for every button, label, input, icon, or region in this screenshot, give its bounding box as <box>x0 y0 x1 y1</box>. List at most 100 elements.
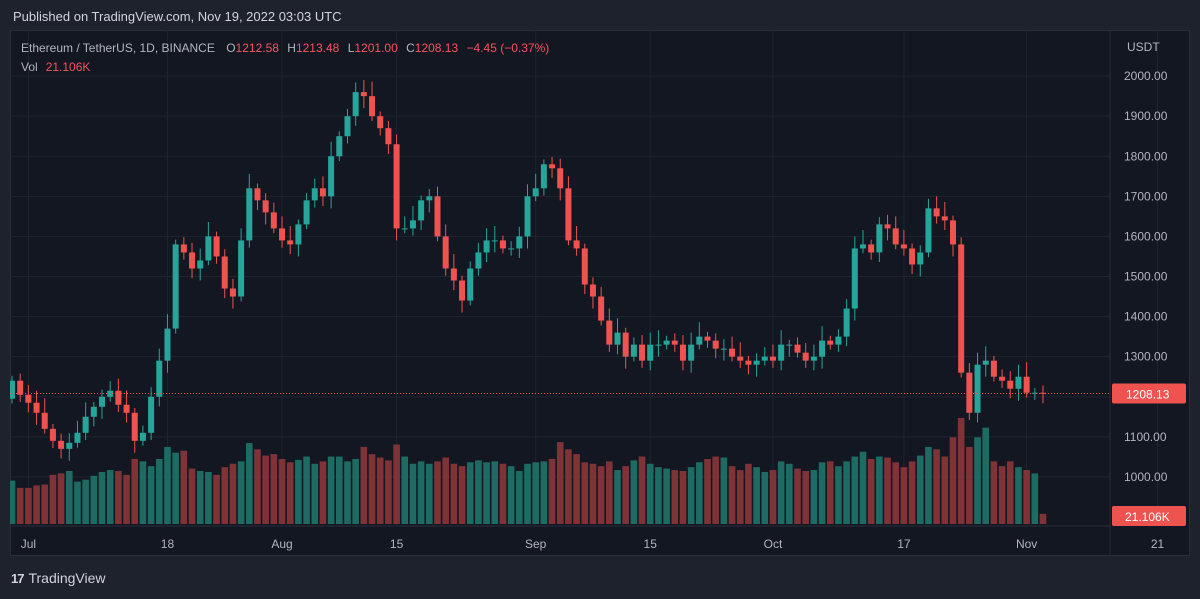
candle-body <box>606 320 613 345</box>
volume-badge-text: 21.106K <box>1125 510 1170 524</box>
candle-body <box>426 196 433 201</box>
low-value: 1201.00 <box>354 41 398 55</box>
volume-bar <box>221 467 229 524</box>
volume-bar <box>867 458 875 524</box>
candle-body <box>712 340 719 349</box>
candle-body <box>720 348 727 350</box>
volume-bar <box>442 457 449 524</box>
candle-body <box>352 92 359 117</box>
candle-body <box>900 244 907 249</box>
time-tick-label: Sep <box>525 537 547 551</box>
time-tick-label: 17 <box>897 537 911 551</box>
candle-body <box>115 390 122 405</box>
volume-bar <box>679 471 687 524</box>
candle-body <box>99 396 106 407</box>
volume-bar <box>753 467 760 524</box>
candle-body <box>401 228 408 230</box>
volume-bar <box>115 471 122 524</box>
time-tick-label: Oct <box>764 537 783 551</box>
candle-body <box>279 228 286 241</box>
ohlc-legend: Ethereum / TetherUS, 1D, BINANCE O1212.5… <box>21 41 554 55</box>
volume-bar <box>483 462 490 524</box>
volume-bar <box>786 463 793 524</box>
candle-body <box>508 248 515 250</box>
candle-body <box>369 96 376 117</box>
candle-body <box>917 252 924 265</box>
candle-body <box>123 404 130 413</box>
tradingview-logo[interactable]: 17 TradingView <box>11 570 106 586</box>
volume-bar <box>295 459 302 524</box>
candle-body <box>450 268 457 281</box>
price-axis-currency: USDT <box>1127 40 1160 54</box>
volume-bar <box>704 458 711 524</box>
candle-body <box>131 412 138 441</box>
open-value: 1212.58 <box>235 41 279 55</box>
volume-bar <box>835 466 842 524</box>
candle-body <box>467 268 474 301</box>
candlestick-chart[interactable]: 2000.00 1900.00 1800.00 1700.00 1600.00 1500.… <box>10 30 1190 556</box>
volume-bar <box>892 462 900 524</box>
volume-bar <box>556 442 564 524</box>
volume-bar <box>336 456 343 524</box>
price-tick-label: 1500.00 <box>1124 269 1168 283</box>
candle-body <box>499 240 506 249</box>
volume-bar <box>74 481 81 524</box>
candle-body <box>344 116 351 137</box>
volume-bar <box>319 461 327 524</box>
volume-bar <box>393 444 400 524</box>
candle-body <box>180 244 187 253</box>
volume-bar <box>540 461 548 524</box>
candle-body <box>549 164 556 169</box>
volume-bar <box>671 470 679 524</box>
candle-body <box>1031 392 1038 394</box>
volume-bar <box>646 463 654 524</box>
volume-bar <box>916 455 924 524</box>
volume-value: 21.106K <box>45 60 91 74</box>
volume-bar <box>270 454 278 524</box>
symbol-title[interactable]: Ethereum / TetherUS, 1D, BINANCE <box>21 41 215 55</box>
volume-bar <box>933 449 940 524</box>
candle-body <box>958 244 965 373</box>
candle-body <box>385 128 392 145</box>
volume-bar <box>614 470 621 524</box>
volume-bar <box>155 458 163 524</box>
candle-body <box>189 252 196 269</box>
volume-bar <box>818 462 826 524</box>
candle-body <box>409 220 416 229</box>
volume-bar <box>278 458 286 524</box>
volume-bar <box>57 473 65 524</box>
candle-body <box>835 336 842 345</box>
volume-bar <box>90 475 98 524</box>
price-tick-label: 1800.00 <box>1124 149 1168 163</box>
volume-bar <box>401 456 409 524</box>
volume-bar <box>843 461 850 524</box>
candle-body <box>868 244 875 253</box>
volume-bar <box>925 446 932 524</box>
candle-body <box>418 200 425 221</box>
volume-badge <box>1112 506 1186 526</box>
low-label: L <box>347 41 355 55</box>
price-tick-label: 1000.00 <box>1124 470 1168 484</box>
volume-bar <box>434 461 441 524</box>
volume-bar <box>982 427 990 524</box>
volume-bar <box>1039 513 1047 524</box>
candle-body <box>589 284 596 297</box>
volume-bar <box>327 456 335 524</box>
volume-bar <box>876 456 883 524</box>
volume-bar <box>630 460 638 524</box>
volume-bar <box>532 462 539 524</box>
volume-bar <box>376 457 384 524</box>
volume-bar <box>426 463 433 524</box>
candle-body <box>172 244 179 329</box>
candle-body <box>58 440 65 449</box>
volume-bar <box>254 449 261 524</box>
candle-body <box>434 196 441 237</box>
candle-body <box>974 364 981 413</box>
last-price-badge <box>1112 383 1186 404</box>
volume-bar <box>794 468 801 524</box>
candle-body <box>745 360 752 365</box>
volume-bar <box>589 463 597 524</box>
candle-body <box>17 380 24 395</box>
candle-body <box>696 336 703 345</box>
time-tick-label: 21 <box>1151 537 1165 551</box>
